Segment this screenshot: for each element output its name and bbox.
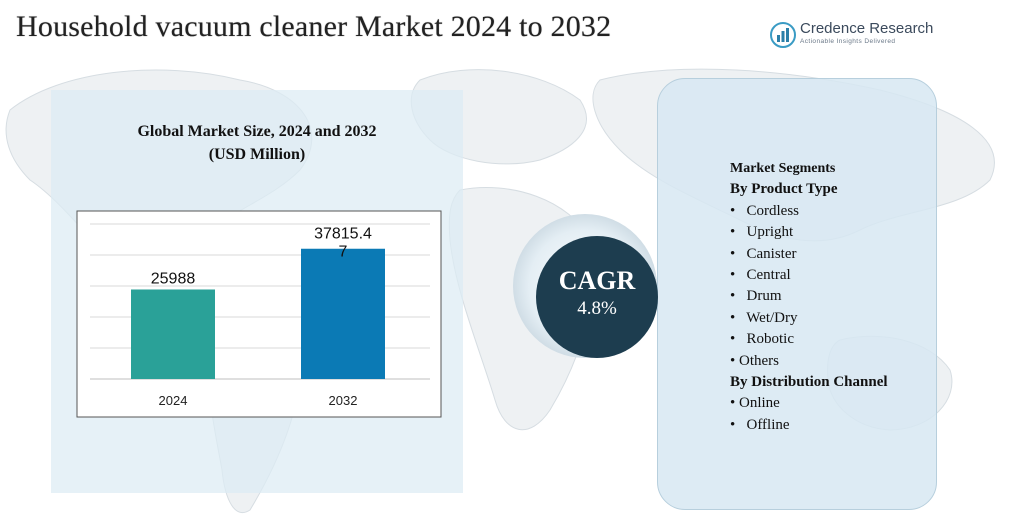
segment-item: • Drum: [730, 288, 782, 305]
segment-item: • Cordless: [730, 202, 800, 219]
chart-subtitle: (USD Million): [208, 146, 306, 163]
segment-group-title: By Distribution Channel: [730, 374, 888, 391]
chart-title-block: Global Market Size, 2024 and 2032 (USD M…: [51, 120, 463, 166]
logo-tagline: Actionable Insights Delivered: [800, 38, 896, 45]
chart-category-label: 2024: [159, 393, 188, 408]
segment-item: • Online: [730, 395, 780, 412]
segments-panel: [657, 78, 937, 510]
chart-data-label: 37815.4: [314, 226, 372, 243]
cagr-label: CAGR: [558, 266, 636, 295]
brand-logo: Credence Research Actionable Insights De…: [770, 20, 940, 50]
segment-item: • Wet/Dry: [730, 309, 798, 326]
segment-item: • Upright: [730, 224, 794, 241]
segments-list: Market Segments By Product Type • Cordles…: [730, 158, 888, 436]
chart-bar: [131, 289, 215, 379]
chart-category-label: 2032: [329, 393, 358, 408]
bar-chart-logo-icon: [770, 22, 796, 48]
cagr-badge: CAGR 4.8%: [536, 236, 658, 358]
page-title: Household vacuum cleaner Market 2024 to …: [16, 10, 612, 43]
chart-data-label: 7: [339, 244, 348, 261]
logo-name: Credence Research: [800, 20, 934, 37]
segments-heading: Market Segments: [730, 161, 836, 176]
segment-item: • Others: [730, 352, 779, 369]
chart-title: Global Market Size, 2024 and 2032: [137, 123, 377, 140]
segment-group-title: By Product Type: [730, 181, 838, 198]
segment-item: • Central: [730, 267, 791, 284]
segment-item: • Canister: [730, 245, 797, 262]
segment-item: • Robotic: [730, 331, 794, 348]
chart-data-label: 25988: [151, 270, 196, 287]
chart-bar: [301, 248, 385, 379]
segment-item: • Offline: [730, 416, 790, 433]
cagr-value: 4.8%: [577, 298, 617, 319]
